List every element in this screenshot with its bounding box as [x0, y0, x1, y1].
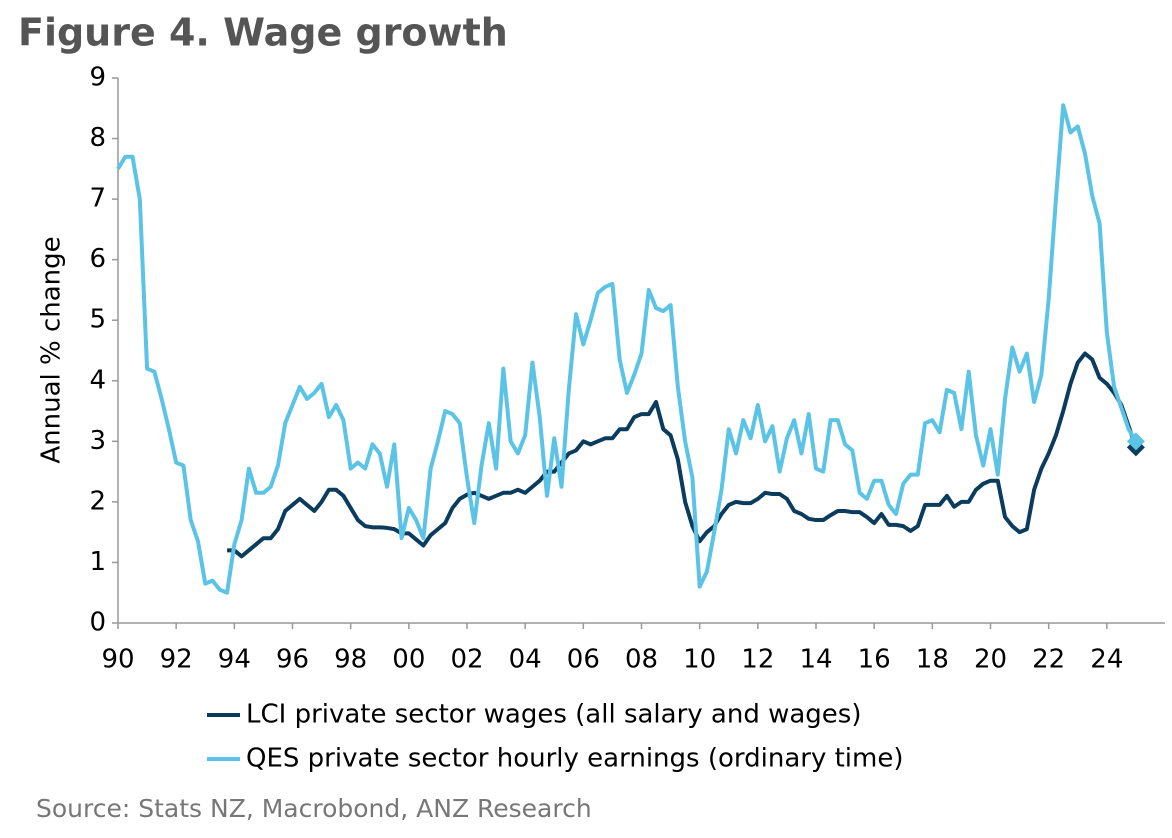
y-axis-label: Annual % change — [37, 236, 67, 463]
y-tick-label: 5 — [89, 305, 106, 335]
x-tick-label: 04 — [509, 645, 542, 675]
x-tick-label: 12 — [741, 645, 774, 675]
series-line — [116, 103, 1138, 595]
legend-label: QES private sector hourly earnings (ordi… — [246, 744, 903, 774]
y-tick-label: 3 — [89, 426, 106, 456]
x-tick-label: 14 — [799, 645, 832, 675]
x-tick-label: 18 — [916, 645, 949, 675]
x-tick-label: 08 — [625, 645, 658, 675]
y-tick-label: 2 — [89, 486, 106, 516]
x-tick-label: 98 — [334, 645, 367, 675]
x-tick-label: 94 — [218, 645, 251, 675]
x-tick-label: 16 — [858, 645, 891, 675]
y-tick-label: 9 — [89, 63, 106, 93]
x-tick-label: 02 — [450, 645, 483, 675]
x-tick-label: 92 — [160, 645, 193, 675]
x-tick-label: 22 — [1032, 645, 1065, 675]
source: Source: Stats NZ, Macrobond, ANZ Researc… — [36, 794, 592, 823]
x-tick-label: 96 — [276, 645, 309, 675]
x-tick-label: 06 — [567, 645, 600, 675]
legend-label: LCI private sector wages (all salary and… — [246, 700, 862, 730]
series-line — [227, 351, 1138, 559]
y-tick-label: 0 — [89, 608, 106, 638]
x-tick-label: 10 — [683, 645, 716, 675]
y-tick-label: 6 — [89, 244, 106, 274]
end-marker — [1126, 432, 1145, 451]
chart-title: Figure 4. Wage growth — [18, 11, 508, 55]
x-tick-label: 24 — [1090, 645, 1123, 675]
y-tick-label: 1 — [89, 547, 106, 577]
y-tick-label: 7 — [89, 184, 106, 214]
x-tick-label: 20 — [974, 645, 1007, 675]
y-tick-label: 4 — [89, 365, 106, 395]
y-tick-label: 8 — [89, 123, 106, 153]
x-tick-label: 90 — [101, 645, 134, 675]
x-tick-label: 00 — [392, 645, 425, 675]
